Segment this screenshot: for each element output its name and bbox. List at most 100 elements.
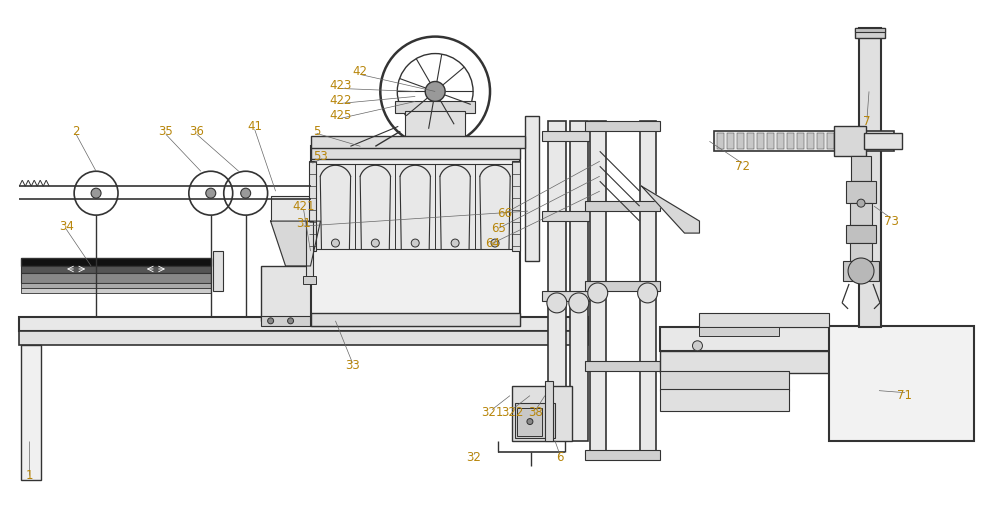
Circle shape (692, 341, 702, 351)
Bar (829, 326, 974, 441)
Text: 423: 423 (329, 79, 352, 92)
Bar (548, 121, 566, 441)
Circle shape (848, 258, 874, 284)
Bar (850, 203, 872, 225)
Bar (727, 133, 734, 150)
Bar (640, 121, 656, 461)
Bar (315, 164, 515, 249)
Text: 422: 422 (329, 94, 352, 107)
Bar (311, 146, 520, 159)
Bar (515, 403, 555, 438)
Bar (843, 261, 879, 281)
Circle shape (588, 283, 608, 303)
Circle shape (357, 318, 363, 324)
Text: 64: 64 (486, 237, 501, 250)
Bar (21, 345, 41, 480)
Bar (699, 313, 829, 327)
Bar (525, 116, 539, 261)
Circle shape (857, 199, 865, 207)
Circle shape (241, 188, 251, 198)
Bar (311, 137, 525, 148)
Text: 321: 321 (481, 406, 503, 419)
Text: 73: 73 (884, 215, 898, 228)
Bar (303, 276, 316, 284)
Bar (817, 133, 824, 150)
Circle shape (331, 239, 339, 247)
Bar (767, 133, 774, 150)
Bar (846, 181, 876, 203)
Text: 31: 31 (296, 217, 311, 230)
Bar (859, 28, 881, 327)
Bar (512, 162, 520, 251)
Bar (585, 361, 660, 371)
Bar (21, 288, 211, 293)
Circle shape (288, 318, 294, 324)
Bar (311, 313, 520, 326)
Bar (757, 133, 764, 150)
Bar (590, 121, 606, 461)
Text: 33: 33 (345, 359, 360, 372)
Bar (747, 133, 754, 150)
Circle shape (337, 318, 343, 324)
Text: 6: 6 (556, 451, 564, 464)
Bar (271, 196, 320, 221)
Bar (19, 317, 588, 331)
Bar (570, 121, 588, 441)
Bar (797, 133, 804, 150)
Bar (585, 451, 660, 461)
Text: 1: 1 (26, 469, 33, 482)
Text: 7: 7 (863, 115, 871, 128)
Bar (717, 133, 724, 150)
Text: 34: 34 (59, 219, 74, 232)
Bar (395, 102, 475, 114)
Bar (660, 327, 884, 351)
Bar (585, 281, 660, 291)
Bar (846, 225, 876, 243)
Bar (512, 386, 572, 441)
Bar (542, 131, 594, 141)
Bar (542, 211, 594, 221)
Polygon shape (271, 221, 320, 266)
Text: 53: 53 (313, 150, 328, 163)
Text: 71: 71 (897, 389, 912, 402)
Bar (850, 243, 872, 261)
Text: 42: 42 (353, 65, 368, 78)
Bar (777, 133, 784, 150)
Bar (660, 351, 839, 373)
Text: 41: 41 (247, 120, 262, 133)
Bar (517, 407, 542, 436)
Bar (19, 331, 588, 345)
Circle shape (371, 239, 379, 247)
Bar (21, 266, 211, 273)
Bar (855, 28, 885, 32)
Bar (827, 133, 834, 150)
Circle shape (268, 318, 274, 324)
Circle shape (569, 293, 589, 313)
Bar (306, 221, 313, 281)
Bar (311, 146, 520, 326)
Bar (660, 389, 789, 411)
Bar (261, 266, 370, 321)
Text: 425: 425 (329, 109, 352, 122)
Circle shape (411, 239, 419, 247)
Text: 35: 35 (159, 125, 173, 138)
Bar (834, 127, 866, 156)
Bar (309, 162, 316, 251)
Circle shape (425, 81, 445, 102)
Text: 36: 36 (189, 125, 204, 138)
Text: 322: 322 (501, 406, 523, 419)
Bar (213, 251, 223, 291)
Bar (585, 121, 660, 131)
Bar (851, 156, 871, 181)
Bar (864, 133, 902, 150)
Circle shape (638, 283, 658, 303)
Bar (660, 371, 789, 391)
Bar (714, 131, 894, 151)
Bar (545, 381, 553, 441)
Text: 72: 72 (735, 160, 750, 173)
Circle shape (491, 239, 499, 247)
Circle shape (451, 239, 459, 247)
Circle shape (91, 188, 101, 198)
Text: 421: 421 (292, 200, 315, 213)
Bar (807, 133, 814, 150)
